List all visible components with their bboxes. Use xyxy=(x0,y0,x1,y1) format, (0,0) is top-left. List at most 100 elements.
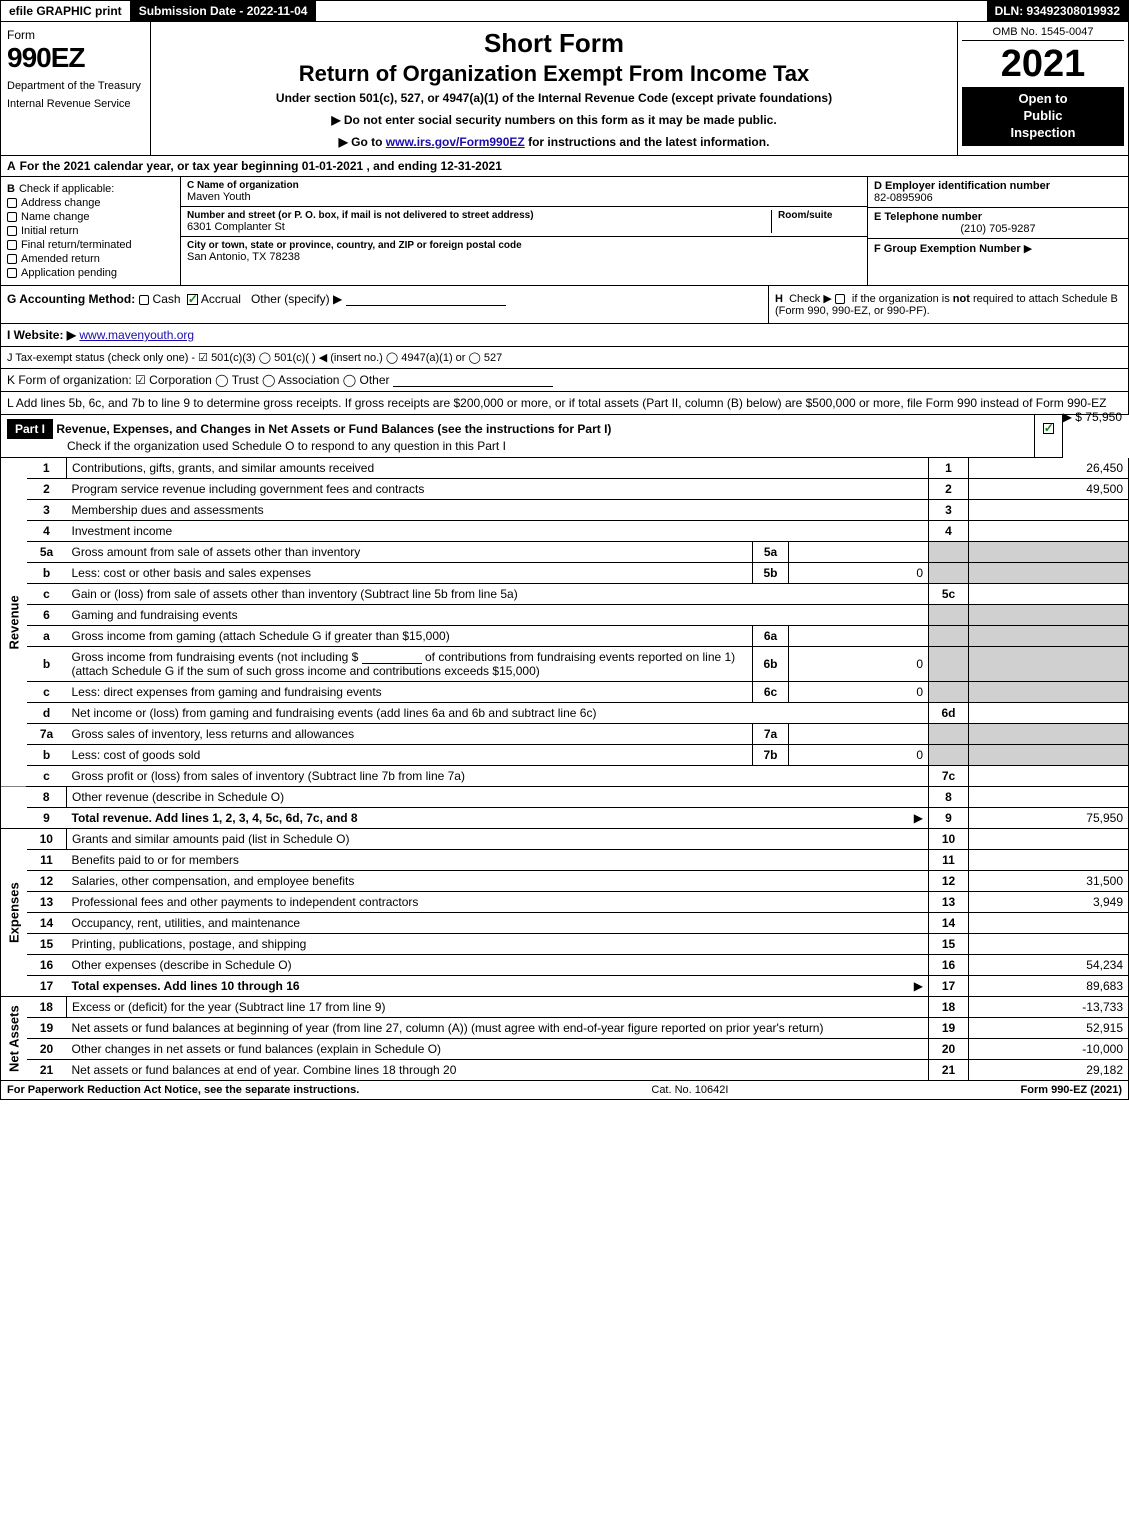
part-1-header: Part I Revenue, Expenses, and Changes in… xyxy=(0,415,1063,458)
line-20-no: 20 xyxy=(27,1039,67,1060)
line-19-amt: 52,915 xyxy=(969,1018,1129,1039)
line-14-no: 14 xyxy=(27,913,67,934)
line-12-amt: 31,500 xyxy=(969,871,1129,892)
h-text2: if the organization is xyxy=(852,293,953,305)
row-l-arrow: ▶ $ xyxy=(1063,410,1082,424)
line-15-amt xyxy=(969,934,1129,955)
line-7b-amtshade xyxy=(969,745,1129,766)
line-10-num: 10 xyxy=(929,829,969,850)
section-d-e-f: D Employer identification number 82-0895… xyxy=(868,177,1128,285)
line-6a-numshade xyxy=(929,626,969,647)
line-6b-amtshade xyxy=(969,647,1129,682)
line-4-num: 4 xyxy=(929,521,969,542)
room-label: Room/suite xyxy=(778,210,861,221)
line-3-num: 3 xyxy=(929,500,969,521)
line-18-num: 18 xyxy=(929,997,969,1018)
check-final-return[interactable]: Final return/terminated xyxy=(7,239,174,251)
street-address: 6301 Complanter St xyxy=(187,221,771,233)
line-15-no: 15 xyxy=(27,934,67,955)
line-19-desc: Net assets or fund balances at beginning… xyxy=(72,1021,824,1035)
cash-checkbox[interactable] xyxy=(139,295,149,305)
line-11-no: 11 xyxy=(27,850,67,871)
line-12-desc: Salaries, other compensation, and employ… xyxy=(72,874,355,888)
gross-receipts-amount: 75,950 xyxy=(1085,410,1122,424)
line-16-amt: 54,234 xyxy=(969,955,1129,976)
line-6b-desc1: Gross income from fundraising events (no… xyxy=(72,650,359,664)
row-k-text: K Form of organization: ☑ Corporation ◯ … xyxy=(7,373,390,387)
accrual-checkbox[interactable] xyxy=(187,294,198,305)
line-7b-subval: 0 xyxy=(789,745,929,766)
check-application-pending[interactable]: Application pending xyxy=(7,267,174,279)
line-16-desc: Other expenses (describe in Schedule O) xyxy=(72,958,292,972)
line-10-amt xyxy=(969,829,1129,850)
line-6c-subval: 0 xyxy=(789,682,929,703)
line-5c-num: 5c xyxy=(929,584,969,605)
line-6a-amtshade xyxy=(969,626,1129,647)
line-5a-sub: 5a xyxy=(753,542,789,563)
line-5b-numshade xyxy=(929,563,969,584)
submission-date: Submission Date - 2022-11-04 xyxy=(131,1,317,21)
other-org-input[interactable] xyxy=(393,375,553,387)
line-6a-sub: 6a xyxy=(753,626,789,647)
ein-value: 82-0895906 xyxy=(874,192,1122,204)
check-amended-return[interactable]: Amended return xyxy=(7,253,174,265)
line-7b-numshade xyxy=(929,745,969,766)
check-initial-return[interactable]: Initial return xyxy=(7,225,174,237)
line-3-desc: Membership dues and assessments xyxy=(72,503,264,517)
line-5c-amt xyxy=(969,584,1129,605)
line-6c-no: c xyxy=(27,682,67,703)
line-7a-desc: Gross sales of inventory, less returns a… xyxy=(72,727,355,741)
check-name-change[interactable]: Name change xyxy=(7,211,174,223)
line-12-num: 12 xyxy=(929,871,969,892)
row-j: J Tax-exempt status (check only one) - ☑… xyxy=(0,347,1129,369)
omb-number: OMB No. 1545-0047 xyxy=(962,26,1124,41)
line-9-desc: Total revenue. Add lines 1, 2, 3, 4, 5c,… xyxy=(72,811,358,825)
open-line1: Open to xyxy=(964,91,1122,108)
accounting-method: G Accounting Method: Cash Accrual Other … xyxy=(1,286,768,323)
line-5c-no: c xyxy=(27,584,67,605)
line-6d-no: d xyxy=(27,703,67,724)
h-checkbox[interactable] xyxy=(835,294,845,304)
line-5a-numshade xyxy=(929,542,969,563)
other-specify-input[interactable] xyxy=(346,294,506,306)
line-6-no: 6 xyxy=(27,605,67,626)
goto-prefix: ▶ Go to xyxy=(339,135,386,149)
header-left: Form 990EZ Department of the Treasury In… xyxy=(1,22,151,155)
line-5b-no: b xyxy=(27,563,67,584)
section-h: H Check ▶ if the organization is not req… xyxy=(768,286,1128,323)
irs-link[interactable]: www.irs.gov/Form990EZ xyxy=(386,135,525,149)
dept-treasury: Department of the Treasury xyxy=(7,80,144,92)
line-19-num: 19 xyxy=(929,1018,969,1039)
line-5a-amtshade xyxy=(969,542,1129,563)
row-a-text: For the 2021 calendar year, or tax year … xyxy=(20,159,502,173)
under-section: Under section 501(c), 527, or 4947(a)(1)… xyxy=(161,91,947,105)
accrual-label: Accrual xyxy=(201,292,241,306)
no-ssn-notice: ▶ Do not enter social security numbers o… xyxy=(161,113,947,127)
line-6b-blank[interactable] xyxy=(362,652,422,664)
line-21-num: 21 xyxy=(929,1060,969,1081)
line-1-num: 1 xyxy=(929,458,969,479)
line-7a-amtshade xyxy=(969,724,1129,745)
line-14-num: 14 xyxy=(929,913,969,934)
part-1-label: Part I xyxy=(7,419,53,439)
section-b-checks: BCheck if applicable: Address change Nam… xyxy=(1,177,181,285)
efile-print[interactable]: efile GRAPHIC print xyxy=(1,1,131,21)
part-1-checkbox[interactable] xyxy=(1034,415,1062,457)
tax-year: 2021 xyxy=(962,45,1124,83)
line-6a-subval xyxy=(789,626,929,647)
check-address-change[interactable]: Address change xyxy=(7,197,174,209)
line-4-amt xyxy=(969,521,1129,542)
line-2-amt: 49,500 xyxy=(969,479,1129,500)
line-7b-sub: 7b xyxy=(753,745,789,766)
website-link[interactable]: www.mavenyouth.org xyxy=(79,328,194,342)
row-l-text: L Add lines 5b, 6c, and 7b to line 9 to … xyxy=(7,396,1106,410)
form-number: 990EZ xyxy=(7,42,144,74)
netassets-side-label: Net Assets xyxy=(1,997,27,1081)
part-1-title: Revenue, Expenses, and Changes in Net As… xyxy=(56,422,611,436)
line-14-desc: Occupancy, rent, utilities, and maintena… xyxy=(72,916,301,930)
tel-value: (210) 705-9287 xyxy=(874,223,1122,235)
line-2-no: 2 xyxy=(27,479,67,500)
line-2-num: 2 xyxy=(929,479,969,500)
footer-cat-no: Cat. No. 10642I xyxy=(359,1084,1020,1096)
line-7c-no: c xyxy=(27,766,67,787)
